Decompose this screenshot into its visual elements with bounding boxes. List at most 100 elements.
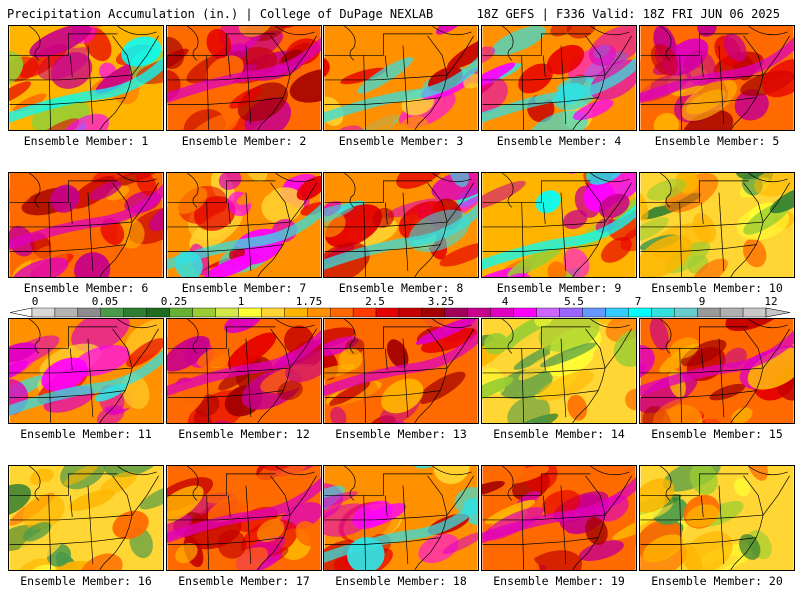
state-boundary bbox=[167, 514, 291, 521]
precip-blob bbox=[686, 504, 720, 528]
state-boundary bbox=[324, 74, 448, 81]
heavy-precip-band bbox=[167, 37, 321, 104]
ensemble-member-label: Ensemble Member: 18 bbox=[335, 574, 467, 588]
precip-blob bbox=[218, 173, 242, 190]
state-boundary bbox=[521, 348, 525, 423]
state-boundary bbox=[289, 182, 317, 223]
colorbar-tick-label: 1.75 bbox=[296, 296, 323, 308]
precip-blob bbox=[612, 511, 636, 540]
precip-blob bbox=[396, 173, 447, 189]
state-boundary bbox=[560, 45, 567, 125]
ensemble-member-label: Ensemble Member: 17 bbox=[178, 574, 310, 588]
state-boundary bbox=[521, 55, 525, 130]
colorbar-tick-label: 1 bbox=[238, 296, 245, 308]
colorbar-tick-label: 0 bbox=[32, 296, 39, 308]
precip-blob bbox=[538, 319, 600, 352]
colorbar-swatch bbox=[444, 307, 469, 318]
colorbar-swatch bbox=[329, 307, 354, 318]
state-boundary bbox=[572, 182, 606, 277]
state-boundary bbox=[324, 537, 441, 545]
precip-map bbox=[481, 25, 637, 131]
state-boundary bbox=[206, 348, 210, 423]
state-boundary bbox=[87, 45, 94, 125]
colorbar-swatch bbox=[169, 307, 193, 318]
colorbar-swatch bbox=[31, 307, 56, 318]
state-boundary bbox=[700, 55, 704, 78]
heavy-precip-band bbox=[324, 330, 478, 397]
state-boundary bbox=[659, 173, 672, 208]
colorbar-tick-label: 9 bbox=[699, 296, 706, 308]
state-boundary bbox=[700, 348, 704, 371]
heavy-precip-band bbox=[324, 496, 478, 563]
precip-blob bbox=[324, 327, 356, 351]
ensemble-panel: Ensemble Member: 2 bbox=[166, 25, 322, 149]
state-boundary bbox=[748, 26, 788, 36]
state-boundary bbox=[384, 495, 388, 518]
precip-blob bbox=[63, 466, 98, 486]
precip-blob bbox=[18, 558, 50, 570]
colorbar-swatch bbox=[261, 307, 285, 318]
state-boundary bbox=[343, 466, 356, 501]
precip-blob bbox=[680, 543, 703, 570]
state-boundary bbox=[560, 192, 567, 272]
precip-blob bbox=[381, 378, 424, 414]
state-boundary bbox=[131, 35, 159, 76]
colorbar-swatch bbox=[146, 307, 170, 318]
precip-blob bbox=[433, 466, 470, 485]
precip-blob bbox=[547, 261, 567, 277]
precip-blob bbox=[277, 380, 303, 401]
precip-blob bbox=[69, 489, 115, 511]
precip-blob bbox=[482, 180, 526, 211]
precip-blob bbox=[528, 267, 582, 277]
heavy-precip-band bbox=[167, 330, 321, 397]
heavy-precip-band bbox=[9, 184, 163, 251]
precip-map bbox=[323, 172, 479, 278]
precip-blob bbox=[650, 44, 679, 76]
state-boundary bbox=[363, 495, 367, 570]
precip-blob bbox=[226, 319, 253, 330]
colorbar-swatch bbox=[536, 307, 560, 318]
precip-blob bbox=[491, 26, 546, 56]
state-boundary bbox=[482, 473, 591, 496]
state-boundary bbox=[186, 26, 199, 61]
state-boundary bbox=[604, 328, 632, 369]
ensemble-panel: Ensemble Member: 5 bbox=[639, 25, 795, 149]
colorbar-swatch bbox=[605, 307, 629, 318]
colorbar-tick-label: 0.25 bbox=[161, 296, 188, 308]
ensemble-panel: Ensemble Member: 3 bbox=[323, 25, 479, 149]
state-boundary bbox=[482, 514, 606, 521]
state-boundary bbox=[9, 74, 133, 81]
state-boundary bbox=[87, 338, 94, 418]
precip-blob bbox=[537, 370, 594, 401]
precip-blob bbox=[27, 267, 73, 277]
colorbar-swatch bbox=[192, 307, 216, 318]
state-boundary bbox=[640, 537, 757, 545]
ensemble-member-label: Ensemble Member: 19 bbox=[493, 574, 625, 588]
state-boundary bbox=[275, 466, 315, 476]
precip-blob bbox=[186, 113, 239, 130]
precip-blob bbox=[442, 532, 478, 554]
state-boundary bbox=[117, 319, 157, 329]
state-boundary bbox=[324, 473, 433, 496]
ensemble-member-label: Ensemble Member: 13 bbox=[335, 427, 467, 441]
state-boundary bbox=[227, 348, 231, 371]
state-boundary bbox=[414, 475, 448, 570]
colorbar-tick-label: 12 bbox=[764, 296, 777, 308]
state-boundary bbox=[640, 473, 749, 496]
precip-blob bbox=[733, 478, 751, 497]
precip-blob bbox=[338, 348, 363, 371]
colorbar-swatch bbox=[375, 307, 400, 318]
state-boundary bbox=[167, 537, 284, 545]
state-boundary bbox=[363, 202, 367, 277]
state-boundary bbox=[245, 338, 252, 418]
precip-blob bbox=[439, 242, 478, 267]
heavy-precip-band bbox=[9, 349, 163, 416]
state-boundary bbox=[414, 35, 448, 130]
precip-blob bbox=[625, 388, 636, 411]
state-boundary bbox=[245, 45, 252, 125]
precip-blob bbox=[61, 113, 110, 130]
state-boundary bbox=[186, 173, 199, 208]
colorbar-swatch bbox=[77, 307, 102, 318]
state-boundary bbox=[131, 328, 159, 369]
precip-blob bbox=[762, 59, 794, 98]
